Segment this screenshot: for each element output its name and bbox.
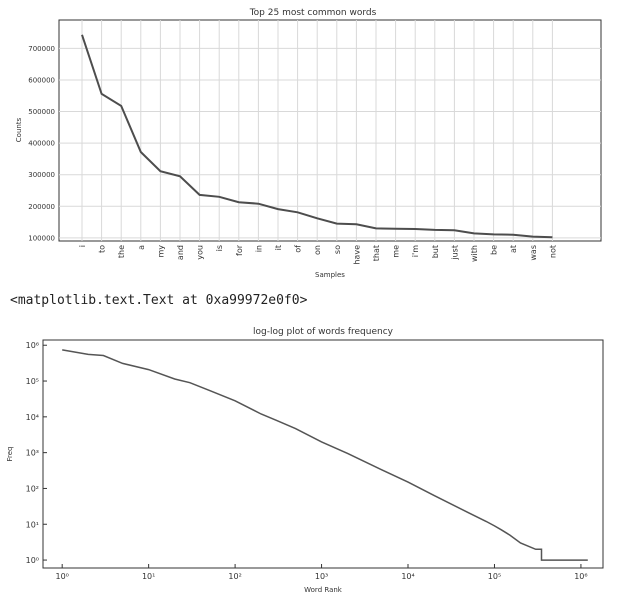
chart1-x-tick-label: on <box>313 245 322 255</box>
chart1-y-tick-label: 100000 <box>28 234 55 242</box>
chart2-plot-area <box>42 339 604 569</box>
chart1-x-tick-label: me <box>392 245 401 258</box>
chart2-y-tick-label: 10⁶ <box>26 341 39 350</box>
chart2-title: log-log plot of words frequency <box>253 327 394 337</box>
chart1-y-tick-label: 500000 <box>28 108 55 116</box>
chart2-x-axis-label: Word Rank <box>304 586 343 594</box>
chart1-x-ticks: i to the a my and you is for in it of on so have that me… <box>78 244 557 264</box>
chart2-y-tick-label: 10⁰ <box>26 556 39 565</box>
chart1-x-tick-label: at <box>509 245 518 253</box>
chart1-x-tick-label: i'm <box>411 245 420 257</box>
chart1-x-tick-label: in <box>254 245 263 252</box>
chart2-x-ticks: 10⁰ 10¹ 10² 10³ 10⁴ 10⁵ 10⁶ <box>55 564 588 581</box>
chart2-y-tick-label: 10² <box>26 484 39 493</box>
chart2-y-tick-label: 10⁴ <box>26 413 39 422</box>
chart1-x-tick-label: of <box>294 245 303 253</box>
chart1-x-tick-label: was <box>529 245 538 261</box>
chart1-x-tick-label: my <box>156 245 165 258</box>
chart1-gridlines <box>59 20 601 241</box>
chart2-x-tick-label: 10¹ <box>142 572 155 581</box>
chart1-y-tick-label: 200000 <box>28 203 55 211</box>
chart1-plot-area <box>58 19 602 242</box>
chart2-x-tick-label: 10⁵ <box>488 572 501 581</box>
chart1-x-tick-label: with <box>470 245 479 262</box>
chart1-x-tick-label: a <box>137 245 146 250</box>
chart2-series-line <box>62 349 588 561</box>
chart1-x-tick-label: so <box>333 245 342 254</box>
chart2-y-axis-label: Freq <box>6 447 14 462</box>
chart1-x-tick-label: you <box>196 245 205 260</box>
chart1-x-tick-label: but <box>431 245 440 258</box>
matplotlib-output-text: <matplotlib.text.Text at 0xa99972e0f0> <box>10 293 308 308</box>
chart1-y-tick-label: 600000 <box>28 76 55 84</box>
chart1-x-tick-label: just <box>450 245 459 261</box>
chart1-x-tick-label: that <box>372 245 381 261</box>
chart1-x-tick-label: is <box>215 245 224 251</box>
chart2-y-tick-label: 10³ <box>26 449 39 458</box>
chart2-x-tick-label: 10³ <box>315 572 328 581</box>
chart1-y-axis-label: Counts <box>15 117 23 142</box>
chart1-y-tick-label: 400000 <box>28 140 55 148</box>
chart1-y-tick-label: 300000 <box>28 171 55 179</box>
chart1-x-tick-label: to <box>98 245 107 253</box>
chart2-x-tick-label: 10² <box>228 572 241 581</box>
chart2-x-tick-label: 10⁶ <box>574 572 587 581</box>
chart2-x-tick-label: 10⁴ <box>401 572 414 581</box>
chart1-y-tick-label: 700000 <box>28 45 55 53</box>
chart1-x-tick-label: it <box>274 245 283 250</box>
chart-loglog-frequency: log-log plot of words frequency 10⁰10¹10… <box>6 327 604 594</box>
chart1-x-axis-label: Samples <box>315 271 345 279</box>
chart1-y-ticks: 100000 200000 300000 400000 500000 600000 7000… <box>28 45 55 242</box>
chart1-x-tick-label: for <box>235 244 244 256</box>
chart1-title: Top 25 most common words <box>249 8 377 18</box>
chart-top25-words: Top 25 most common words 100000 200000 300… <box>15 8 602 279</box>
chart1-x-tick-label: be <box>490 245 499 255</box>
chart1-x-tick-label: have <box>352 245 361 265</box>
chart2-y-tick-label: 10⁵ <box>26 377 39 386</box>
chart1-series-line <box>81 34 553 239</box>
chart2-y-tick-label: 10¹ <box>26 520 39 529</box>
chart1-x-tick-label: i <box>78 245 87 247</box>
chart2-x-tick-label: 10⁰ <box>55 572 68 581</box>
chart1-x-tick-label: not <box>548 245 557 258</box>
chart2-y-ticks: 10⁰ 10¹ 10² 10³ 10⁴ 10⁵ 10⁶ <box>26 341 47 565</box>
chart1-x-tick-label: and <box>176 245 185 260</box>
chart1-x-tick-label: the <box>117 245 126 258</box>
